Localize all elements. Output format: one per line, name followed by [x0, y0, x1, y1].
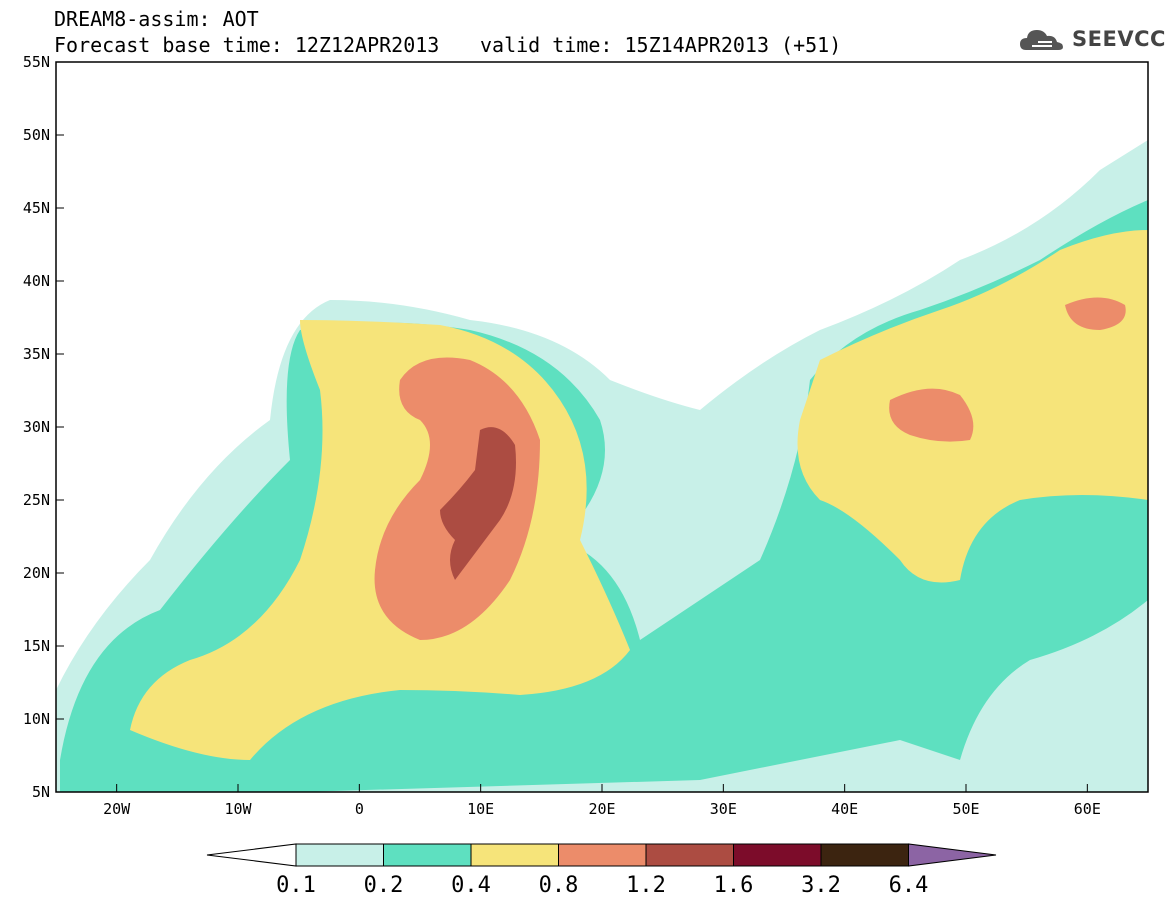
lat-tick-label: 25N: [23, 491, 50, 509]
valid-time: valid time: 15Z14APR2013 (+51): [480, 33, 842, 57]
colorbar-label: 0.2: [364, 873, 404, 898]
colorbar-segment: [733, 843, 822, 867]
lon-tick-label: 20W: [103, 800, 131, 818]
colorbar-label: 0.4: [451, 873, 491, 898]
lat-tick-label: 50N: [23, 126, 50, 144]
lat-tick-label: 35N: [23, 345, 50, 363]
map-title: DREAM8-assim: AOT: [54, 7, 259, 31]
colorbar: 0.1 0.2 0.4 0.8 1.2 1.6 3.2 6.4: [206, 843, 997, 898]
longitude-axis: 20W 10W 0 10E 20E 30E 40E 50E 60E: [103, 784, 1101, 818]
colorbar-segment: [470, 843, 559, 867]
colorbar-segment: [820, 843, 909, 867]
aot-band-1.2: [440, 427, 516, 580]
lat-tick-label: 40N: [23, 272, 50, 290]
colorbar-label: 0.1: [276, 873, 316, 898]
colorbar-label: 6.4: [889, 873, 929, 898]
colorbar-segment: [645, 843, 734, 867]
lon-tick-label: 10E: [467, 800, 494, 818]
colorbar-high-extend: [908, 843, 997, 867]
lat-tick-label: 5N: [32, 783, 50, 801]
colorbar-segment: [295, 843, 384, 867]
forecast-base-time: Forecast base time: 12Z12APR2013: [54, 33, 440, 57]
lon-tick-label: 40E: [831, 800, 858, 818]
aot-band-0.8-east: [889, 388, 974, 442]
aot-band-0.4-east: [797, 230, 1148, 583]
lat-tick-label: 20N: [23, 564, 50, 582]
logo-text: SEEVCCC: [1072, 27, 1165, 51]
lat-tick-label: 15N: [23, 637, 50, 655]
lon-tick-label: 10W: [224, 800, 252, 818]
colorbar-label: 3.2: [801, 873, 841, 898]
lon-tick-label: 0: [355, 800, 364, 818]
colorbar-label: 1.2: [626, 873, 666, 898]
colorbar-low-extend: [206, 843, 297, 867]
cloud-icon: [1020, 30, 1063, 50]
aot-band-0.8-ne: [1065, 297, 1126, 330]
lat-tick-label: 10N: [23, 710, 50, 728]
colorbar-segment: [383, 843, 472, 867]
lon-tick-label: 30E: [710, 800, 737, 818]
latitude-axis: 55N 50N 45N 40N 35N 30N 25N 20N 15N 10N 5N: [23, 53, 64, 801]
lon-tick-label: 20E: [588, 800, 615, 818]
colorbar-label: 0.8: [539, 873, 579, 898]
aot-fields: [56, 62, 1148, 792]
lon-tick-label: 50E: [952, 800, 979, 818]
colorbar-label: 1.6: [714, 873, 754, 898]
lon-tick-label: 60E: [1074, 800, 1101, 818]
lat-tick-label: 30N: [23, 418, 50, 436]
lat-tick-label: 55N: [23, 53, 50, 71]
colorbar-segment: [558, 843, 647, 867]
lat-tick-label: 45N: [23, 199, 50, 217]
